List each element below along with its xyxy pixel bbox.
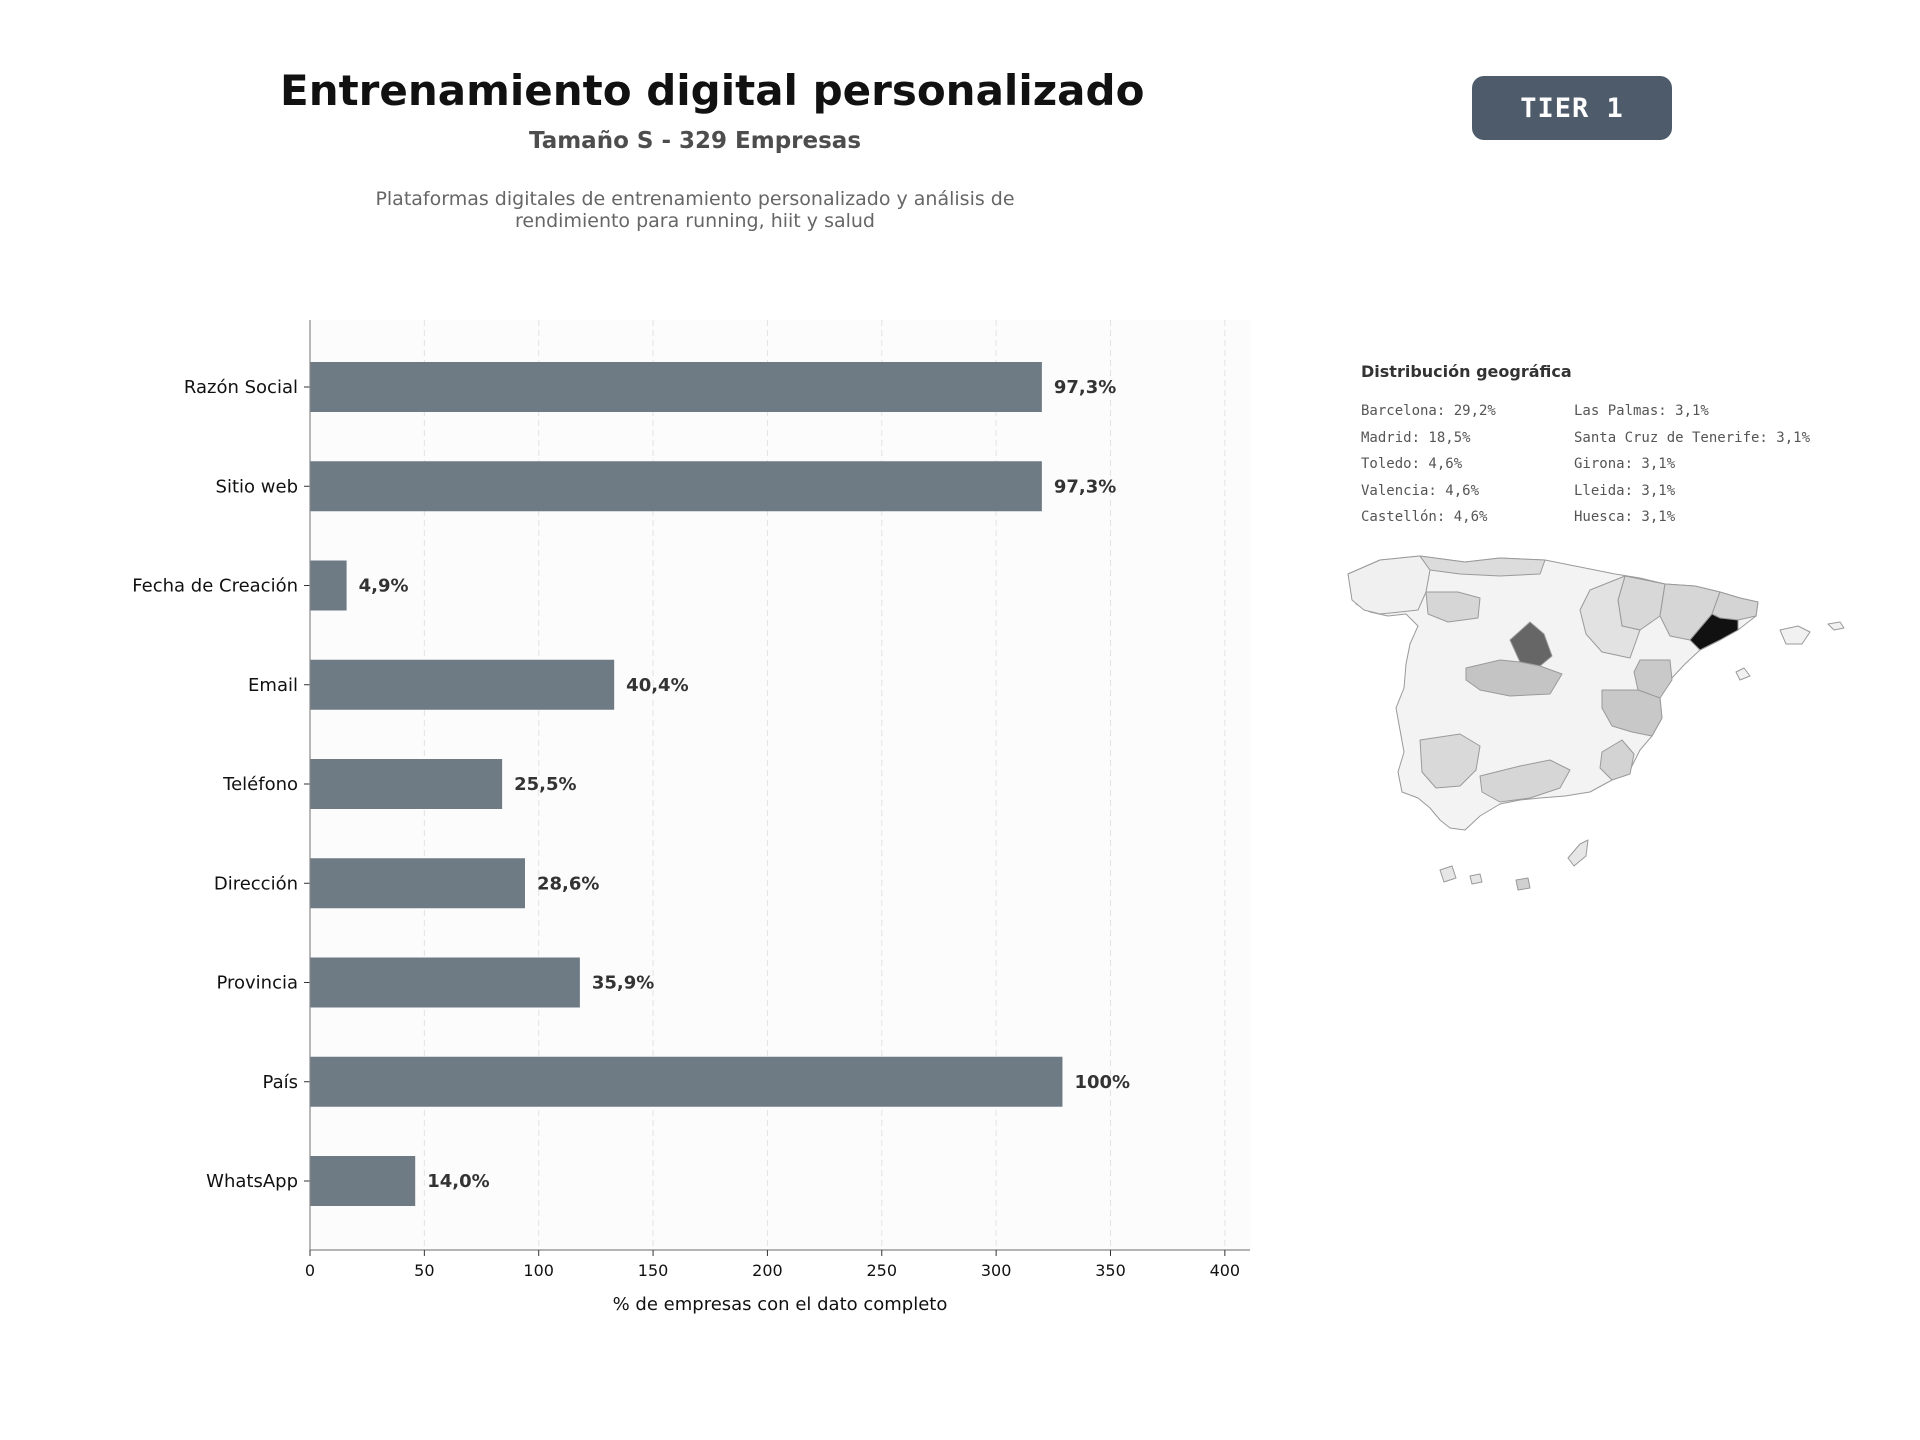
- page-description: Plataformas digitales de entrenamiento p…: [375, 188, 1015, 232]
- bar: [310, 957, 580, 1008]
- bar-value-label: 14,0%: [427, 1171, 489, 1192]
- bar-chart: 97,3% Razón Social 97,3% Sitio web 4,9% Fecha…: [132, 320, 1250, 1315]
- geo-item: Barcelona: 29,2%: [1361, 403, 1496, 419]
- geo-title: Distribución geográfica: [1361, 362, 1572, 381]
- bar-value-label: 28,6%: [537, 873, 599, 894]
- x-tick-label: 50: [414, 1261, 434, 1280]
- bar-value-label: 35,9%: [592, 973, 654, 994]
- canary-west: [1439, 865, 1457, 883]
- menorca-island: [1827, 621, 1845, 631]
- bar: [310, 362, 1042, 412]
- ibiza-island: [1735, 667, 1751, 681]
- spain-map: [1347, 555, 1845, 891]
- y-tick-label: País: [263, 1072, 298, 1093]
- bar: [310, 1056, 1063, 1107]
- barcelona-region: [1689, 613, 1739, 651]
- galicia-region: [1347, 555, 1431, 615]
- bar: [310, 1156, 416, 1206]
- balearic-islands: [1779, 625, 1811, 645]
- girona-region: [1711, 591, 1759, 621]
- bar-value-label: 100%: [1074, 1072, 1130, 1093]
- geo-item: Girona: 3,1%: [1574, 456, 1676, 472]
- geo-item: Lleida: 3,1%: [1574, 482, 1676, 499]
- bar: [310, 461, 1042, 512]
- x-tick-label: 250: [867, 1261, 898, 1280]
- x-tick-label: 200: [752, 1261, 783, 1280]
- page-subtitle: Tamaño S - 329 Empresas: [528, 128, 862, 154]
- bar: [310, 759, 503, 809]
- leon-region: [1425, 591, 1481, 623]
- geo-item: Santa Cruz de Tenerife: 3,1%: [1574, 429, 1811, 446]
- canary-east: [1567, 839, 1589, 867]
- page-title: Entrenamiento digital personalizado: [280, 66, 1145, 115]
- bar-value-label: 25,5%: [514, 774, 576, 795]
- bar-value-label: 40,4%: [626, 675, 688, 696]
- bar-value-label: 97,3%: [1054, 476, 1116, 497]
- cantabria-region: [1419, 555, 1546, 577]
- murcia-region: [1599, 739, 1635, 781]
- y-tick-label: Email: [248, 675, 298, 696]
- andalusia-west-region: [1419, 733, 1481, 789]
- x-axis-label: % de empresas con el dato completo: [613, 1294, 948, 1315]
- x-tick-label: 300: [981, 1261, 1012, 1280]
- y-tick-label: WhatsApp: [206, 1171, 298, 1192]
- y-tick-label: Teléfono: [222, 774, 298, 795]
- bar-value-label: 4,9%: [359, 576, 409, 597]
- geo-item: Toledo: 4,6%: [1361, 456, 1463, 472]
- geo-item: Las Palmas: 3,1%: [1574, 403, 1709, 419]
- bar: [310, 560, 347, 611]
- y-tick-label: Provincia: [216, 973, 298, 994]
- x-tick-label: 350: [1095, 1261, 1126, 1280]
- geo-item: Madrid: 18,5%: [1361, 429, 1471, 446]
- x-tick-label: 400: [1210, 1261, 1241, 1280]
- y-tick-label: Razón Social: [184, 377, 298, 398]
- geo-list-right: Las Palmas: 3,1% Santa Cruz de Tenerife:…: [1574, 398, 1810, 531]
- x-tick-label: 0: [305, 1261, 315, 1280]
- geo-list-left: Barcelona: 29,2% Madrid: 18,5% Toledo: 4…: [1361, 398, 1496, 531]
- bar: [310, 659, 615, 710]
- geo-item: Castellón: 4,6%: [1361, 509, 1488, 525]
- andalusia-east-region: [1479, 759, 1571, 803]
- canary-gran: [1515, 877, 1531, 891]
- y-tick-label: Fecha de Creación: [132, 576, 298, 597]
- geo-item: Valencia: 4,6%: [1361, 482, 1480, 499]
- bar: [310, 858, 525, 909]
- bar-value-label: 97,3%: [1054, 377, 1116, 398]
- canary-central: [1469, 873, 1483, 885]
- y-tick-label: Sitio web: [216, 476, 298, 497]
- toledo-region: [1465, 659, 1563, 697]
- geo-item: Huesca: 3,1%: [1574, 509, 1676, 525]
- tier-badge-label: TIER 1: [1520, 92, 1624, 124]
- zaragoza-region: [1579, 575, 1641, 659]
- tier-badge: TIER 1: [1472, 76, 1672, 140]
- y-tick-label: Dirección: [214, 873, 298, 894]
- x-tick-label: 150: [638, 1261, 669, 1280]
- valencia-region: [1601, 689, 1663, 737]
- x-tick-label: 100: [523, 1261, 554, 1280]
